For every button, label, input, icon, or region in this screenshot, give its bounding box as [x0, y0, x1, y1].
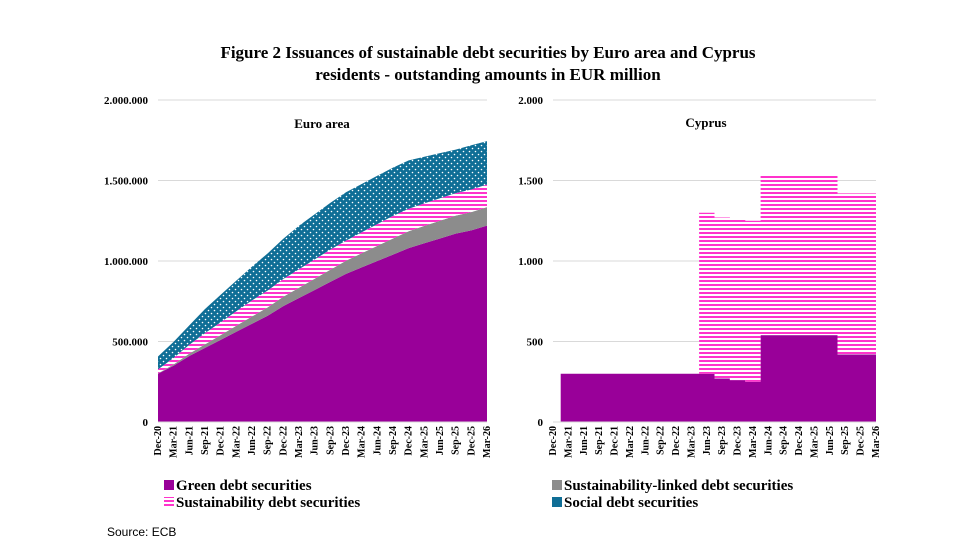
cyprus-x-tick-label: Jun-22 [640, 426, 651, 455]
euro-area-x-tick-label: Dec-25 [466, 426, 477, 455]
cyprus-x-tick-label: Jun-24 [763, 426, 774, 455]
euro-area-x-tick-label: Jun-24 [372, 426, 383, 455]
cyprus-panel-title: Cyprus [685, 115, 726, 130]
legend-label-green: Green debt securities [176, 478, 312, 494]
cyprus-x-tick-label: Dec-20 [548, 426, 559, 455]
euro-area-x-tick-label: Jun-21 [184, 426, 195, 455]
euro-area-area-sustainability [158, 184, 487, 374]
euro-area-x-tick-label: Sep-25 [451, 426, 462, 455]
euro-area-x-tick-label: Mar-22 [231, 426, 242, 458]
legend-label-sustainability-linked: Sustainability-linked debt securities [564, 478, 793, 494]
euro-area-x-tick-label: Mar-23 [294, 426, 305, 458]
legend-swatch-sustainability [164, 497, 174, 507]
euro-area-area-sustainability-linked [158, 207, 487, 374]
cyprus-x-tick-label: Dec-23 [733, 426, 744, 455]
cyprus-y-tick-label: 0 [538, 417, 544, 429]
cyprus-x-tick-label: Sep-25 [840, 426, 851, 455]
cyprus-x-tick-label: Mar-22 [625, 426, 636, 458]
legend-label-sustainability: Sustainability debt securities [176, 495, 360, 511]
euro-area-x-tick-label: Sep-23 [325, 426, 336, 455]
cyprus-x-tick-label: Mar-21 [563, 426, 574, 458]
euro-area-x-tick-label: Mar-25 [419, 426, 430, 458]
euro-area-x-tick-label: Jun-25 [435, 426, 446, 455]
euro-area-x-tick-label: Jun-23 [310, 426, 321, 455]
euro-area-x-tick-label: Sep-21 [200, 426, 211, 455]
euro-area-x-tick-label: Mar-24 [357, 426, 368, 458]
euro-area-x-tick-label: Dec-23 [341, 426, 352, 455]
cyprus-y-tick-label: 500 [527, 337, 544, 349]
cyprus-y-tick-label: 1.500 [518, 176, 543, 188]
cyprus-y-tick-label: 2.000 [518, 95, 543, 107]
cyprus-x-tick-label: Mar-26 [871, 426, 882, 458]
cyprus-x-tick-label: Mar-25 [809, 426, 820, 458]
legend-swatch-sustainability-linked [552, 480, 562, 490]
cyprus-area-sustainability [553, 174, 876, 422]
euro-area-x-tick-label: Dec-24 [404, 426, 415, 455]
cyprus-panel: 0 500 1.000 1.500 2.000 Dec-20 Mar-21 Jun-21 Sep… [518, 95, 882, 458]
cyprus-x-tick-label: Jun-25 [825, 426, 836, 455]
chart-title-line-2: residents - outstanding amounts in EUR m… [315, 65, 661, 84]
euro-area-y-tick-label: 0 [143, 417, 149, 429]
euro-area-x-tick-label: Mar-21 [169, 426, 180, 458]
euro-area-x-tick-label: Mar-26 [482, 426, 493, 458]
legend-swatch-green [164, 480, 174, 490]
euro-area-area-social [158, 141, 487, 370]
euro-area-x-tick-label: Jun-22 [247, 426, 258, 455]
source-note: Source: ECB [107, 525, 176, 539]
legend-swatch-social [552, 497, 562, 507]
euro-area-x-tick-label: Dec-21 [216, 426, 227, 455]
euro-area-x-tick-label: Dec-22 [278, 426, 289, 455]
cyprus-x-tick-label: Sep-22 [656, 426, 667, 455]
euro-area-area-green [158, 225, 487, 422]
chart-title-line-1: Figure 2 Issuances of sustainable debt s… [220, 43, 755, 62]
cyprus-x-tick-label: Mar-24 [748, 426, 759, 458]
cyprus-y-tick-label: 1.000 [518, 256, 543, 268]
cyprus-x-tick-label: Jun-23 [702, 426, 713, 455]
legend-label-social: Social debt securities [564, 495, 698, 511]
cyprus-x-tick-label: Dec-21 [610, 426, 621, 455]
euro-area-y-tick-label: 500.000 [112, 337, 148, 349]
cyprus-x-tick-label: Sep-23 [717, 426, 728, 455]
cyprus-x-tick-label: Sep-24 [779, 426, 790, 455]
euro-area-y-tick-label: 2.000.000 [104, 95, 149, 107]
cyprus-area-green [553, 335, 876, 422]
euro-area-x-tick-label: Dec-20 [153, 426, 164, 455]
euro-area-y-tick-label: 1.500.000 [104, 176, 149, 188]
cyprus-x-tick-label: Dec-25 [856, 426, 867, 455]
cyprus-x-tick-label: Dec-22 [671, 426, 682, 455]
euro-area-panel: 0 500.000 1.000.000 1.500.000 2.000.000 Dec-2… [104, 95, 493, 458]
cyprus-x-tick-label: Mar-23 [686, 426, 697, 458]
cyprus-x-tick-label: Sep-21 [594, 426, 605, 455]
euro-area-panel-title: Euro area [294, 116, 350, 131]
euro-area-y-tick-label: 1.000.000 [104, 256, 149, 268]
legend: Green debt securities Sustainability-link… [164, 478, 793, 511]
cyprus-x-tick-label: Dec-24 [794, 426, 805, 455]
euro-area-x-tick-label: Sep-24 [388, 426, 399, 455]
cyprus-x-tick-label: Jun-21 [579, 426, 590, 455]
euro-area-x-tick-label: Sep-22 [263, 426, 274, 455]
